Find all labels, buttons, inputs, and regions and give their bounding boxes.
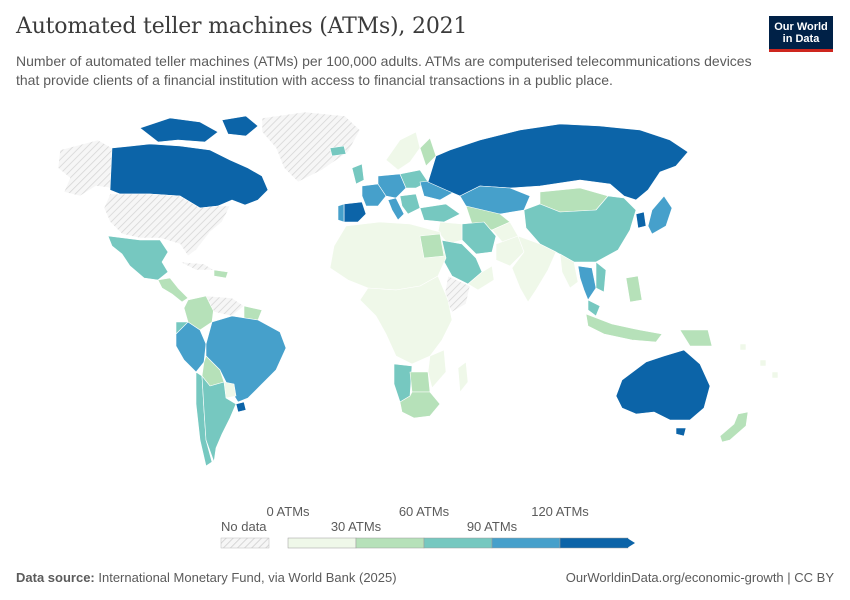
region-indonesia[interactable] — [585, 313, 663, 343]
region-japan[interactable] — [647, 195, 673, 235]
region-mexico[interactable] — [107, 235, 169, 281]
region-uruguay[interactable] — [235, 401, 247, 413]
legend-arrow — [627, 538, 635, 548]
region-uk[interactable] — [351, 163, 365, 185]
region-india[interactable] — [511, 235, 557, 303]
legend-bin-1 — [355, 537, 425, 549]
region-pacific-islands[interactable] — [739, 343, 779, 379]
region-iberia[interactable] — [343, 201, 367, 223]
legend-no-data-swatch — [220, 537, 270, 549]
region-yemen-oman[interactable] — [467, 265, 495, 291]
region-korea[interactable] — [635, 211, 647, 229]
region-scandinavia[interactable] — [385, 131, 421, 171]
region-argentina[interactable] — [201, 375, 237, 463]
region-tasmania[interactable] — [675, 427, 687, 437]
region-usa[interactable] — [103, 193, 231, 257]
data-source-text: International Monetary Fund, via World B… — [98, 570, 397, 585]
region-thailand[interactable] — [577, 265, 597, 301]
region-canada-arctic[interactable] — [139, 117, 219, 143]
legend-label-0: 0 ATMs — [266, 504, 310, 519]
region-portugal[interactable] — [337, 203, 345, 223]
region-cuba[interactable] — [179, 261, 215, 271]
region-central-america[interactable] — [157, 277, 189, 303]
world-map[interactable] — [0, 100, 850, 490]
region-philippines[interactable] — [625, 275, 643, 303]
legend-bin-3 — [491, 537, 561, 549]
legend-label-60: 60 ATMs — [399, 504, 450, 519]
legend-bin-0 — [287, 537, 357, 549]
legend-bin-2 — [423, 537, 493, 549]
chart-title: Automated teller machines (ATMs), 2021 — [16, 14, 468, 39]
chart-subtitle: Number of automated teller machines (ATM… — [16, 53, 752, 88]
region-iceland[interactable] — [329, 145, 347, 157]
region-malaysia[interactable] — [587, 299, 601, 317]
region-south-africa[interactable] — [399, 391, 441, 419]
data-source-label: Data source: — [16, 570, 95, 585]
region-greenland[interactable] — [261, 111, 361, 183]
map-legend: No data 0 ATMs 30 ATMs 60 ATMs 90 ATMs 1… — [220, 504, 635, 549]
logo-line-2: in Data — [782, 33, 820, 45]
region-australia[interactable] — [615, 349, 711, 421]
region-guianas[interactable] — [243, 305, 263, 321]
legend-bin-4 — [559, 537, 629, 549]
region-venezuela[interactable] — [205, 295, 245, 317]
legend-bins — [287, 537, 635, 549]
region-italy[interactable] — [387, 197, 405, 221]
region-finland[interactable] — [419, 137, 437, 167]
region-canada-islands-2[interactable] — [221, 115, 259, 137]
region-png[interactable] — [679, 329, 713, 347]
owid-logo[interactable]: Our World in Data — [769, 16, 833, 52]
legend-label-30: 30 ATMs — [331, 519, 382, 534]
region-botswana[interactable] — [409, 371, 431, 393]
region-new-zealand[interactable] — [719, 411, 749, 443]
region-hispaniola[interactable] — [213, 269, 229, 279]
region-russia[interactable] — [427, 123, 689, 201]
region-mozambique[interactable] — [427, 349, 447, 389]
legend-no-data-label: No data — [221, 519, 267, 534]
region-egypt[interactable] — [419, 233, 445, 259]
legend-label-90: 90 ATMs — [467, 519, 518, 534]
region-turkey[interactable] — [419, 203, 461, 223]
region-pakistan[interactable] — [495, 235, 525, 267]
logo-line-1: Our World — [774, 21, 828, 33]
legend-label-120: 120 ATMs — [531, 504, 589, 519]
footer-link[interactable]: OurWorldinData.org/economic-growth | CC … — [565, 570, 834, 585]
region-iraq-syria[interactable] — [437, 221, 463, 245]
data-source: Data source: International Monetary Fund… — [16, 570, 397, 585]
region-balkans[interactable] — [399, 193, 421, 215]
region-alaska[interactable] — [57, 139, 113, 197]
region-myanmar[interactable] — [559, 253, 579, 289]
region-vietnam[interactable] — [595, 261, 607, 293]
region-madagascar[interactable] — [457, 361, 469, 393]
region-central-africa[interactable] — [359, 275, 453, 365]
region-peru[interactable] — [175, 321, 207, 373]
